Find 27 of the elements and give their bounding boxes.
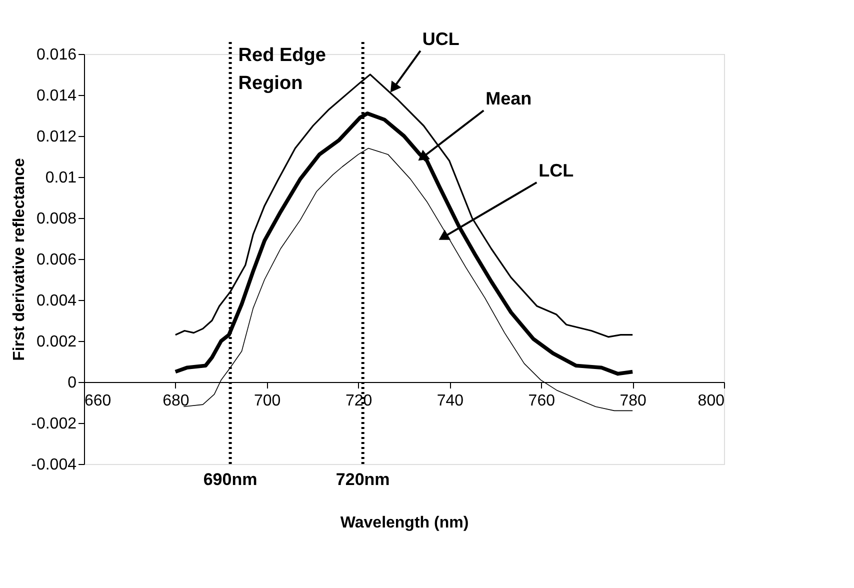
- x-axis-title: Wavelength (nm): [340, 514, 469, 532]
- x-tick-label: 740: [436, 392, 464, 410]
- y-tick-label: -0.002: [31, 416, 77, 432]
- y-tick-label: 0: [68, 374, 77, 392]
- x-tick-label: 760: [528, 392, 556, 410]
- y-tick-label: -0.004: [31, 456, 77, 474]
- y-tick-label: 0.008: [36, 210, 77, 228]
- ref-line-label: 720nm: [336, 470, 390, 489]
- y-axis-title: First derivative reflectance: [11, 158, 28, 361]
- annotation: LCL: [538, 160, 574, 180]
- annotation: Mean: [486, 88, 532, 108]
- x-tick-label: 660: [84, 392, 112, 410]
- y-tick-label: 0.002: [36, 334, 77, 350]
- y-tick-label: 0.016: [36, 46, 77, 64]
- x-tick-label: 700: [254, 392, 281, 410]
- x-tick-label: 800: [698, 392, 725, 410]
- ref-line-label: 690nm: [203, 470, 258, 489]
- annotation: UCL: [422, 28, 460, 49]
- y-tick-label: 0.01: [45, 170, 77, 186]
- y-tick-label: 0.014: [36, 88, 77, 104]
- annotation: Red Edge Region: [238, 45, 326, 94]
- x-tick-label: 680: [162, 392, 190, 410]
- y-tick-label: 0.012: [36, 128, 77, 146]
- x-tick-label: 780: [620, 392, 647, 410]
- x-tick-label: 720: [345, 392, 372, 410]
- y-tick-label: 0.004: [36, 292, 77, 310]
- y-tick-label: 0.006: [36, 252, 77, 268]
